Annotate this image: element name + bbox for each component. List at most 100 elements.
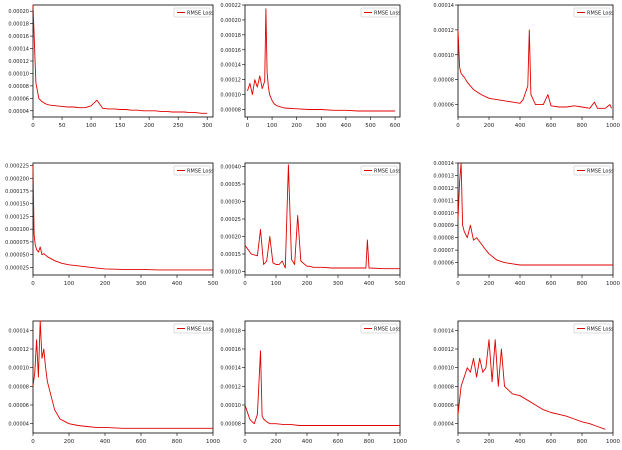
x-tick-label: 50 — [59, 123, 66, 129]
y-tick-label: 0.00016 — [8, 34, 29, 40]
x-tick-label: 300 — [333, 281, 344, 287]
legend-box — [360, 323, 398, 334]
y-tick-label: 0.00015 — [220, 252, 241, 258]
legend-box — [173, 7, 211, 18]
y-tick-label: 0.00012 — [8, 347, 29, 353]
y-tick-label: 0.00004 — [433, 422, 454, 428]
legend-box — [173, 165, 211, 176]
chart-panel: 0.00004 0.00006 0.00008 0.00010 0.00012 0.000… — [8, 320, 220, 445]
x-tick-label: 300 — [316, 123, 327, 129]
x-tick-label: 600 — [546, 281, 557, 287]
y-tick-label: 0.00020 — [8, 9, 29, 15]
x-tick-label: 300 — [202, 123, 213, 129]
y-tick-label: 0.00016 — [220, 347, 241, 353]
x-tick-label: 1000 — [606, 123, 620, 129]
plot-frame — [32, 320, 214, 434]
x-tick-label: 0 — [456, 281, 460, 287]
y-tick-label: 0.00012 — [220, 384, 241, 390]
y-tick-label: 0.00014 — [8, 328, 29, 334]
legend-box — [360, 7, 398, 18]
y-tick-label: 0.00025 — [220, 217, 241, 223]
y-tick-label: 0.00018 — [220, 328, 241, 334]
series-line-rmse-loss — [244, 350, 400, 426]
plot-frame — [244, 162, 401, 276]
x-tick-label: 200 — [100, 281, 111, 287]
x-tick-label: 600 — [546, 123, 557, 129]
y-tick-label: 0.00004 — [8, 422, 29, 428]
y-tick-label: 0.00013 — [433, 173, 454, 179]
x-tick-label: 200 — [64, 439, 75, 445]
y-tick-label: 0.00012 — [220, 78, 241, 84]
series-line-rmse-loss — [32, 4, 208, 114]
x-tick-label: 0 — [31, 123, 35, 129]
x-tick-label: 600 — [546, 439, 557, 445]
y-tick-label: 0.00014 — [433, 3, 454, 9]
y-tick-label: 0.00014 — [220, 63, 241, 69]
x-tick-label: 600 — [333, 439, 344, 445]
x-tick-label: 100 — [267, 123, 278, 129]
y-tick-label: 0.00022 — [220, 3, 241, 9]
y-tick-label: 0.00006 — [8, 96, 29, 102]
x-tick-label: 150 — [115, 123, 126, 129]
y-tick-label: 0.00006 — [433, 103, 454, 109]
y-tick-label: 0.00012 — [433, 186, 454, 192]
series-line-rmse-loss — [457, 162, 613, 266]
y-tick-label: 0.00006 — [433, 261, 454, 267]
y-tick-label: 0.00010 — [433, 211, 454, 217]
y-tick-label: 0.00012 — [8, 59, 29, 65]
y-tick-label: 0.00004 — [8, 109, 29, 115]
x-tick-label: 300 — [136, 281, 147, 287]
legend-box — [573, 165, 611, 176]
x-tick-label: 800 — [172, 439, 183, 445]
x-tick-label: 1000 — [606, 439, 620, 445]
x-tick-label: 200 — [302, 281, 313, 287]
legend-label: RMSE Loss — [187, 11, 214, 17]
y-tick-label: 0.00014 — [220, 366, 241, 372]
x-tick-label: 0 — [456, 123, 460, 129]
series-line-rmse-loss — [247, 8, 396, 112]
x-tick-label: 1000 — [606, 281, 620, 287]
y-tick-label: 0.00010 — [220, 93, 241, 99]
series-line-rmse-loss — [457, 29, 612, 109]
x-tick-label: 200 — [484, 281, 495, 287]
x-tick-label: 0 — [31, 281, 35, 287]
plot-frame — [244, 4, 401, 118]
plot-frame — [244, 320, 401, 434]
y-tick-label: 0.00010 — [433, 366, 454, 372]
y-tick-label: 0.000150 — [5, 202, 29, 208]
y-tick-label: 0.00010 — [433, 53, 454, 59]
y-tick-label: 0.00008 — [220, 422, 241, 428]
x-tick-label: 200 — [484, 123, 495, 129]
y-tick-label: 0.000050 — [5, 253, 29, 259]
x-tick-label: 100 — [271, 281, 282, 287]
x-tick-label: 400 — [515, 123, 526, 129]
x-tick-label: 100 — [86, 123, 97, 129]
x-tick-label: 400 — [100, 439, 111, 445]
y-tick-label: 0.000075 — [5, 240, 29, 246]
series-line-rmse-loss — [244, 164, 400, 270]
y-tick-label: 0.00009 — [433, 223, 454, 229]
x-tick-label: 100 — [64, 281, 75, 287]
legend-box — [573, 7, 611, 18]
y-tick-label: 0.00008 — [433, 384, 454, 390]
x-tick-label: 0 — [243, 281, 247, 287]
y-tick-label: 0.00006 — [8, 403, 29, 409]
x-tick-label: 400 — [364, 281, 375, 287]
y-tick-label: 0.00008 — [8, 84, 29, 90]
x-tick-label: 200 — [271, 439, 282, 445]
y-tick-label: 0.00012 — [433, 347, 454, 353]
legend-label: RMSE Loss — [587, 169, 614, 175]
x-tick-label: 800 — [577, 439, 588, 445]
x-tick-label: 0 — [456, 439, 460, 445]
legend-label: RMSE Loss — [587, 327, 614, 333]
x-tick-label: 0 — [246, 123, 250, 129]
y-tick-label: 0.00008 — [433, 78, 454, 84]
chart-panel: 0.00004 0.00006 0.00008 0.00010 0.00012 0.000… — [433, 320, 620, 445]
x-tick-label: 200 — [144, 123, 155, 129]
x-tick-label: 0 — [31, 439, 35, 445]
y-tick-label: 0.00014 — [8, 47, 29, 53]
y-tick-label: 0.00008 — [433, 236, 454, 242]
y-tick-label: 0.00020 — [220, 18, 241, 24]
y-tick-label: 0.00011 — [433, 198, 454, 204]
